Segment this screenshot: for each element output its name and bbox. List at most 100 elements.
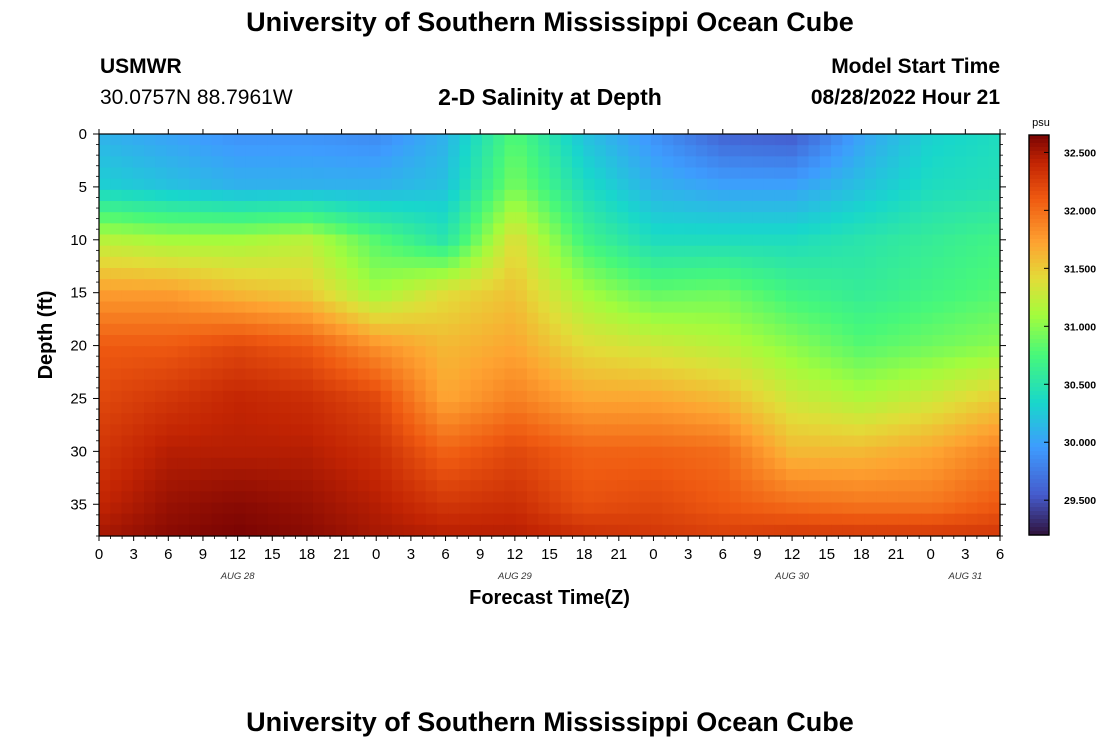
heatmap-cell	[493, 156, 506, 169]
heatmap-cell	[267, 346, 280, 358]
heatmap-cell	[740, 346, 753, 358]
heatmap-cell	[549, 491, 562, 504]
colorbar-tick-label: 31.500	[1064, 263, 1096, 275]
heatmap-cell	[110, 178, 123, 191]
heatmap-cell	[144, 201, 156, 213]
heatmap-cell	[819, 424, 832, 437]
heatmap-cell	[752, 323, 765, 336]
heatmap-cell	[414, 402, 427, 414]
heatmap-cell	[526, 145, 539, 157]
heatmap-cell	[752, 268, 765, 280]
heatmap-cell	[673, 189, 686, 202]
x-tick-label: 12	[784, 546, 801, 563]
heatmap-cell	[155, 167, 168, 180]
heatmap-cell	[144, 268, 156, 280]
heatmap-cell	[346, 379, 359, 392]
heatmap-cell	[414, 469, 427, 481]
heatmap-cell	[707, 290, 720, 303]
heatmap-cell	[954, 469, 967, 481]
heatmap-cell	[583, 245, 596, 258]
heatmap-cell	[448, 513, 460, 526]
heatmap-cell	[335, 145, 348, 157]
heatmap-cell	[312, 201, 325, 213]
heatmap-cell	[358, 167, 370, 180]
heatmap-cell	[842, 145, 855, 157]
heatmap-cell	[650, 368, 663, 381]
heatmap-cell	[673, 446, 686, 459]
heatmap-cell	[110, 413, 123, 425]
heatmap-cell	[583, 502, 596, 515]
heatmap-cell	[617, 524, 629, 537]
heatmap-cell	[256, 524, 269, 537]
heatmap-cell	[639, 167, 652, 180]
heatmap-cell	[943, 256, 956, 269]
heatmap-cell	[369, 346, 382, 358]
heatmap-cell	[909, 145, 922, 157]
heatmap-cell	[312, 368, 325, 381]
heatmap-cell	[369, 513, 382, 526]
heatmap-cell	[808, 279, 821, 291]
heatmap-cell	[786, 234, 798, 247]
heatmap-cell	[493, 189, 506, 202]
heatmap-cell	[504, 189, 517, 202]
heatmap-cell	[526, 323, 539, 336]
colorbar-swatch	[1029, 295, 1049, 300]
heatmap-cell	[628, 435, 641, 448]
heatmap-cell	[752, 524, 765, 537]
colorbar-swatch	[1029, 299, 1049, 304]
heatmap-cell	[718, 357, 731, 370]
heatmap-cell	[763, 167, 776, 180]
heatmap-cell	[774, 357, 787, 370]
heatmap-cell	[831, 502, 843, 515]
heatmap-cell	[932, 223, 945, 236]
heatmap-cell	[977, 279, 990, 291]
heatmap-cell	[617, 413, 629, 425]
heatmap-cell	[752, 368, 765, 381]
heatmap-cell	[977, 413, 990, 425]
heatmap-cell	[842, 402, 855, 414]
heatmap-cell	[132, 346, 145, 358]
heatmap-cell	[132, 156, 145, 169]
heatmap-cell	[549, 156, 562, 169]
heatmap-cell	[628, 290, 641, 303]
colorbar-swatch	[1029, 503, 1049, 508]
colorbar-swatch	[1029, 223, 1049, 228]
heatmap-cell	[628, 312, 641, 325]
heatmap-cell	[222, 301, 235, 314]
heatmap-cell	[324, 457, 337, 470]
heatmap-cell	[155, 279, 168, 291]
heatmap-cell	[560, 346, 573, 358]
heatmap-cell	[583, 312, 596, 325]
heatmap-cell	[797, 201, 810, 213]
heatmap-cell	[921, 279, 934, 291]
heatmap-cell	[459, 234, 472, 247]
heatmap-cell	[673, 424, 686, 437]
heatmap-cell	[222, 413, 235, 425]
heatmap-cell	[166, 368, 179, 381]
heatmap-cell	[144, 502, 156, 515]
heatmap-cell	[391, 379, 404, 392]
heatmap-cell	[740, 379, 753, 392]
heatmap-cell	[560, 245, 573, 258]
heatmap-cell	[110, 346, 123, 358]
heatmap-cell	[831, 513, 843, 526]
heatmap-cell	[695, 335, 708, 347]
heatmap-cell	[662, 223, 674, 236]
heatmap-cell	[177, 513, 190, 526]
x-tick-label: 0	[372, 546, 380, 563]
heatmap-cell	[189, 335, 201, 347]
heatmap-cell	[639, 312, 652, 325]
heatmap-cell	[549, 390, 562, 403]
heatmap-cell	[538, 402, 551, 414]
heatmap-cell	[211, 469, 224, 481]
heatmap-cell	[290, 301, 303, 314]
heatmap-cell	[650, 156, 663, 169]
heatmap-cell	[448, 189, 460, 202]
heatmap-cell	[346, 212, 359, 224]
x-tick-label: 6	[441, 546, 449, 563]
heatmap-cell	[448, 145, 460, 157]
heatmap-cell	[707, 201, 720, 213]
heatmap-cell	[786, 402, 798, 414]
heatmap-cell	[673, 301, 686, 314]
heatmap-cell	[797, 502, 810, 515]
